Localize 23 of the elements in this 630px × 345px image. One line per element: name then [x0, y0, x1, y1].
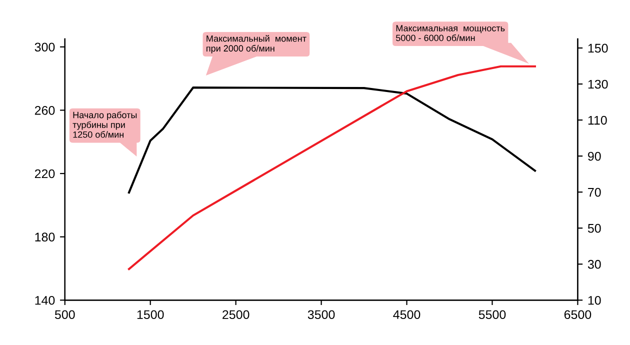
- y2-tick-label: 130: [588, 80, 608, 89]
- x-tick-label: 3500: [308, 310, 335, 320]
- y-tick-label: 180: [35, 232, 55, 242]
- y-tick-label: 220: [34, 169, 55, 178]
- y2-tick-label: 90: [588, 152, 601, 161]
- y-tick-label: 260: [34, 106, 55, 115]
- y-tick-label: 300: [34, 42, 55, 52]
- y2-tick-label: 150: [588, 44, 608, 53]
- y2-tick-label: 10: [588, 296, 601, 305]
- y-tick-label: 140: [35, 296, 55, 305]
- y2-tick-label: 30: [588, 260, 601, 269]
- x-tick-label: 2500: [222, 310, 250, 320]
- annotation: Максимальный момент при 2000 об/мин: [206, 34, 306, 54]
- x-tick-label: 4500: [393, 310, 420, 320]
- y2-tick-label: 70: [588, 188, 601, 197]
- y2-tick-label: 110: [588, 116, 607, 125]
- annotation: Максимальная мощность 5000 - 6000 об/мин: [396, 25, 505, 42]
- y2-tick-label: 50: [588, 224, 601, 233]
- annotation: Начало работы турбины при 1250 об/мин: [72, 111, 137, 138]
- x-tick-label: 6500: [564, 310, 592, 320]
- x-tick-label: 500: [54, 310, 75, 320]
- x-tick-label: 5500: [478, 310, 506, 320]
- x-tick-label: 1500: [137, 310, 164, 320]
